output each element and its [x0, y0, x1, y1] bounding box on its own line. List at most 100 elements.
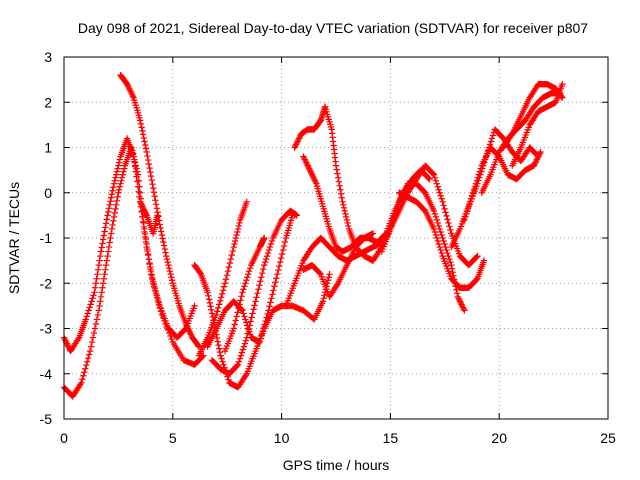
data-point-marker [126, 86, 134, 94]
data-point-marker [92, 320, 100, 328]
data-point-marker [210, 317, 217, 324]
data-point-marker [253, 294, 260, 301]
data-point-marker [233, 231, 240, 239]
data-point-marker [121, 165, 128, 172]
data-point-marker [128, 91, 136, 98]
data-point-marker [218, 290, 226, 298]
data-point-marker [281, 238, 289, 246]
data-point-marker [140, 206, 147, 213]
data-point-marker [296, 133, 303, 141]
data-point-marker [425, 174, 432, 182]
data-point-marker [267, 240, 275, 248]
data-point-marker [436, 189, 443, 196]
data-point-marker [184, 325, 192, 332]
data-point-marker [433, 234, 441, 242]
data-point-marker [153, 292, 161, 299]
data-point-marker [435, 222, 442, 230]
data-point-marker [84, 310, 91, 317]
data-point-marker [221, 280, 229, 287]
data-point-marker [115, 159, 123, 166]
data-point-marker [84, 358, 91, 365]
series-arc-i [221, 234, 268, 355]
data-point-marker [91, 284, 99, 291]
data-point-marker [293, 212, 301, 219]
data-point-marker [300, 154, 308, 162]
data-point-marker [463, 210, 470, 218]
data-point-marker [82, 316, 89, 323]
data-point-marker [447, 226, 454, 234]
data-point-marker [433, 216, 441, 224]
data-point-marker [219, 358, 226, 365]
data-point-marker [93, 275, 100, 282]
data-point-marker [206, 299, 213, 307]
data-point-marker [472, 180, 480, 187]
data-point-marker [217, 352, 224, 359]
data-point-marker [456, 296, 463, 304]
data-point-marker [255, 286, 262, 293]
data-point-marker [102, 266, 109, 273]
data-point-marker [269, 291, 276, 298]
data-point-marker [254, 290, 261, 297]
data-point-marker [256, 338, 264, 346]
data-point-marker [93, 316, 101, 323]
data-point-marker [326, 271, 333, 278]
data-point-marker [111, 177, 118, 184]
data-point-marker [91, 325, 99, 332]
data-point-marker [311, 177, 319, 184]
series-arc-h [208, 207, 301, 377]
data-point-marker [164, 258, 171, 266]
data-point-marker [336, 182, 343, 189]
data-point-marker [141, 207, 148, 215]
data-point-marker [390, 216, 397, 224]
series-arc-c [117, 71, 203, 350]
data-point-marker [260, 261, 268, 269]
data-point-marker [144, 250, 152, 258]
x-tick-label: 10 [274, 430, 290, 446]
data-point-marker [238, 349, 246, 356]
data-point-marker [508, 132, 515, 139]
data-point-marker [231, 321, 238, 328]
data-point-marker [223, 272, 231, 279]
data-point-marker [112, 205, 119, 213]
data-point-marker [150, 189, 158, 196]
data-point-marker [97, 293, 105, 301]
data-point-marker [321, 292, 328, 299]
data-point-marker [142, 235, 150, 243]
data-point-marker [535, 151, 543, 159]
data-point-marker [116, 156, 124, 163]
data-point-marker [115, 162, 122, 169]
data-point-marker [537, 148, 544, 156]
data-point-marker [236, 219, 243, 227]
data-point-marker [243, 334, 250, 341]
data-point-marker [388, 222, 395, 230]
data-point-marker [308, 169, 315, 177]
data-point-marker [454, 293, 462, 301]
data-point-marker [309, 172, 316, 180]
data-point-marker [334, 170, 341, 177]
data-point-marker [436, 225, 443, 233]
data-point-marker [131, 156, 138, 163]
data-point-marker [204, 289, 211, 296]
data-point-marker [162, 249, 169, 256]
data-point-marker [393, 207, 400, 215]
data-point-marker [246, 267, 253, 275]
data-point-marker [141, 138, 148, 145]
data-point-marker [292, 141, 300, 148]
data-point-marker [100, 275, 108, 282]
data-point-marker [157, 228, 165, 235]
data-point-marker [243, 319, 250, 326]
data-point-marker [263, 252, 271, 260]
data-point-marker [216, 297, 224, 305]
data-point-marker [473, 253, 480, 261]
data-point-marker [344, 219, 351, 227]
data-point-marker [278, 250, 286, 258]
data-point-marker [460, 305, 467, 313]
data-point-marker [342, 213, 350, 221]
data-point-marker [124, 82, 132, 89]
data-point-marker [250, 306, 257, 313]
data-point-marker [157, 224, 164, 232]
data-point-marker [448, 261, 455, 269]
data-point-marker [156, 221, 163, 228]
data-point-marker [243, 198, 250, 205]
